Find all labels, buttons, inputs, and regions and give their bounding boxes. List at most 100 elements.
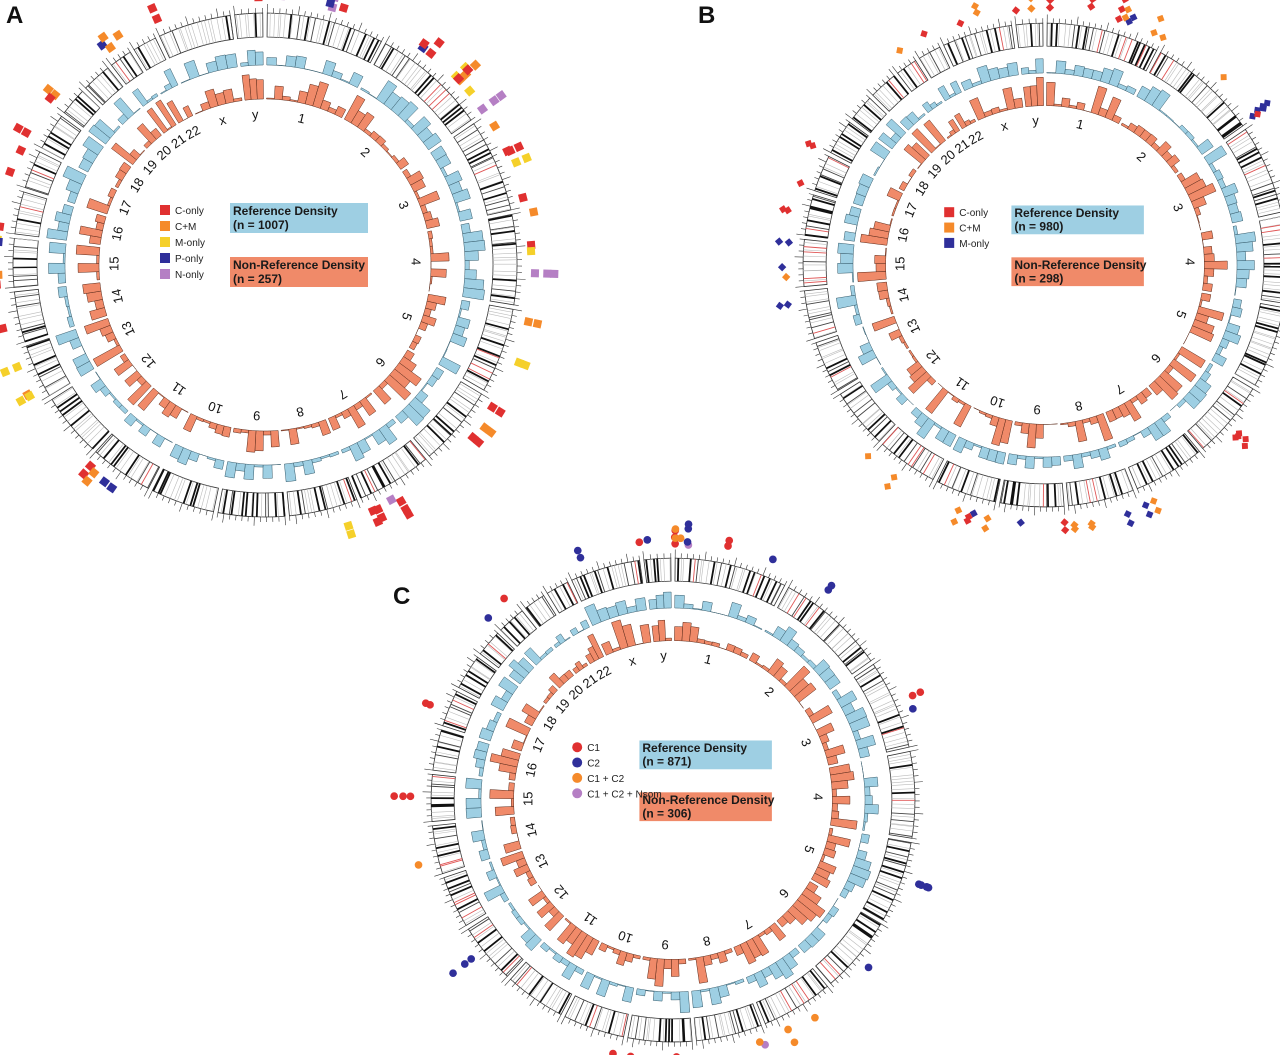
variant-marker <box>1061 525 1070 535</box>
ideogram-band <box>607 1010 616 1034</box>
axis-tick <box>590 1028 594 1037</box>
nonreference-density-bin <box>820 854 826 863</box>
ideogram-band <box>864 904 886 917</box>
chr-x-ideogram <box>158 14 234 59</box>
axis-tick <box>798 308 808 311</box>
axis-tick <box>50 123 55 127</box>
ideogram-band <box>728 566 736 589</box>
axis-tick <box>78 87 83 92</box>
reference-density-bin <box>133 107 141 115</box>
legend-label: M-only <box>175 238 205 249</box>
axis-tick <box>73 92 78 97</box>
chr-11-ideogram <box>509 961 573 1016</box>
chr-18-label: 18 <box>127 175 147 195</box>
ideogram-band <box>46 138 68 151</box>
axis-tick <box>185 16 189 26</box>
ideogram-band <box>253 13 256 38</box>
ideogram-band <box>475 658 496 674</box>
ideogram-band <box>815 965 832 984</box>
ideogram-band <box>810 611 826 631</box>
axis-tick <box>847 628 851 633</box>
axis-tick <box>1274 341 1280 344</box>
ideogram-band <box>45 376 67 390</box>
nonreference-density-bin <box>884 247 887 257</box>
axis-tick <box>162 28 166 34</box>
nonreference-density-bin <box>828 827 834 836</box>
ideogram-band <box>196 22 204 46</box>
reference-density-bin <box>254 51 264 66</box>
reference-density-bin <box>48 262 66 274</box>
axis-tick <box>603 1032 606 1038</box>
ideogram-band <box>69 106 89 122</box>
variant-marker <box>1070 524 1080 534</box>
chr-17-label: 17 <box>901 200 920 219</box>
ideogram-band <box>837 377 858 390</box>
variant-marker <box>500 594 508 603</box>
reference-density-bin <box>971 80 983 88</box>
ideogram-band <box>539 982 553 1002</box>
axis-tick <box>501 622 506 627</box>
axis-tick <box>829 144 834 148</box>
axis-tick <box>22 179 28 182</box>
ideogram-band <box>884 853 908 861</box>
ideogram-band <box>1003 480 1009 504</box>
ideogram-band <box>405 444 421 464</box>
nonreference-density-bin <box>118 161 132 175</box>
ideogram-band <box>1106 32 1114 56</box>
ideogram-band <box>873 885 896 896</box>
nonreference-density-bin <box>511 739 525 752</box>
ideogram-band <box>304 489 309 514</box>
reference-density-bin <box>498 676 519 695</box>
axis-tick <box>824 607 828 612</box>
ideogram-band <box>806 225 830 230</box>
axis-tick <box>807 198 812 201</box>
ideogram-band <box>1119 37 1128 60</box>
ideogram-band <box>491 293 516 297</box>
reference-density-bin <box>82 136 104 156</box>
ideogram-band <box>863 680 884 693</box>
ideogram-band <box>701 1016 707 1040</box>
variant-marker <box>1011 6 1021 15</box>
variant-marker <box>0 221 5 232</box>
axis-tick <box>1270 175 1276 178</box>
ideogram-band <box>99 74 116 93</box>
ideogram-band <box>647 1017 651 1041</box>
ideogram-band <box>1206 101 1225 119</box>
reference-count: (n = 1007) <box>233 218 289 232</box>
ideogram-band <box>367 39 380 62</box>
variant-marker <box>1242 435 1249 443</box>
variant-marker <box>467 955 476 963</box>
nonreference-density-bin <box>826 755 839 766</box>
nonreference-density-bin <box>528 890 547 907</box>
axis-tick <box>25 357 31 360</box>
reference-density-bin <box>395 410 409 424</box>
ideogram-band <box>355 473 367 497</box>
reference-density-bin <box>837 242 855 255</box>
ideogram-band <box>79 419 98 437</box>
ideogram-band <box>482 649 502 666</box>
nonreference-density-bin <box>923 119 947 145</box>
variant-marker <box>769 555 777 564</box>
axis-tick <box>1100 24 1103 30</box>
ideogram-band <box>508 621 526 640</box>
nonreference-density-bin <box>92 344 124 367</box>
ideogram-band <box>29 346 53 356</box>
ideogram-band <box>730 566 738 590</box>
ideogram-band <box>449 706 472 716</box>
variant-marker <box>452 73 465 85</box>
ideogram-band <box>765 581 778 603</box>
ideogram-band <box>122 56 138 77</box>
axis-tick <box>62 420 67 424</box>
ideogram-band <box>273 13 275 38</box>
axis-tick <box>1151 43 1154 48</box>
ideogram-band <box>783 591 797 612</box>
axis-tick <box>586 568 589 574</box>
axis-tick <box>235 515 237 521</box>
axis-tick <box>574 573 578 578</box>
ideogram-band <box>613 1012 620 1035</box>
axis-tick <box>1254 142 1260 146</box>
reference-density-bin <box>1035 58 1044 74</box>
variant-marker <box>1027 4 1036 13</box>
chr-3-ideogram <box>1225 128 1280 218</box>
axis-tick <box>12 214 18 217</box>
